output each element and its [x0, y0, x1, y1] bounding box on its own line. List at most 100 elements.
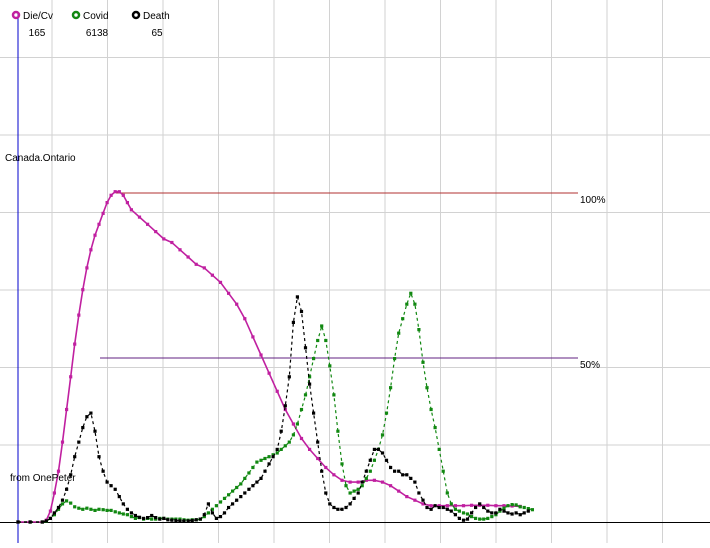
data-point — [214, 516, 218, 520]
series-layer — [16, 190, 534, 524]
data-point — [52, 491, 56, 495]
data-point — [235, 498, 239, 502]
data-point — [259, 458, 263, 462]
data-point — [518, 513, 522, 517]
data-point — [340, 462, 344, 466]
data-point — [312, 411, 316, 415]
data-point — [324, 338, 328, 343]
data-point — [69, 501, 73, 505]
data-point — [380, 433, 385, 437]
series-covid — [16, 291, 534, 524]
data-point — [397, 331, 401, 335]
data-point — [518, 505, 522, 509]
legend-item: Covid 6138 — [71, 10, 109, 39]
data-point — [470, 503, 474, 507]
data-point — [486, 509, 490, 513]
data-point — [231, 502, 235, 506]
data-point — [85, 266, 89, 270]
data-point — [101, 211, 105, 215]
data-point — [154, 230, 158, 234]
data-point — [461, 511, 466, 515]
data-point — [255, 480, 259, 484]
data-point — [445, 491, 449, 495]
data-point — [417, 491, 421, 495]
data-point — [299, 309, 304, 314]
data-point — [308, 382, 312, 386]
reference-lines: 100% 50% — [100, 192, 606, 371]
data-point — [421, 502, 425, 506]
data-point — [486, 503, 490, 507]
data-point — [299, 436, 304, 441]
series-death — [16, 295, 530, 524]
data-point — [44, 519, 48, 523]
data-point — [227, 505, 231, 510]
data-point — [506, 511, 510, 515]
data-point — [474, 505, 478, 510]
data-point — [279, 447, 283, 451]
data-point — [510, 512, 514, 516]
data-point — [121, 512, 125, 516]
legend-marker — [11, 10, 21, 20]
data-point — [437, 505, 441, 510]
data-point — [344, 484, 348, 488]
data-point — [389, 465, 393, 470]
data-point — [158, 517, 162, 521]
legend: Die/Cv 165 Covid 6138 Death 65 — [11, 10, 170, 39]
data-point — [275, 447, 279, 451]
data-point — [490, 515, 494, 519]
data-point — [356, 487, 360, 491]
data-point — [182, 519, 186, 523]
data-point — [514, 503, 518, 507]
data-point — [137, 515, 142, 519]
data-point — [150, 517, 154, 521]
data-point — [498, 509, 502, 513]
data-point — [393, 469, 397, 473]
data-point — [328, 502, 332, 506]
data-point — [352, 489, 356, 493]
data-point — [117, 495, 121, 499]
series-die-cv — [16, 190, 522, 524]
data-point — [48, 509, 52, 513]
data-point — [263, 456, 267, 461]
data-point — [186, 255, 190, 259]
data-point — [137, 215, 142, 219]
data-point — [316, 338, 320, 343]
data-point — [409, 291, 413, 295]
source-label: from OnePeter — [10, 473, 76, 484]
data-point — [48, 516, 52, 520]
series-line — [18, 291, 533, 523]
data-point — [129, 208, 133, 212]
data-point — [121, 193, 125, 197]
data-point — [89, 507, 93, 511]
data-point — [247, 471, 251, 475]
legend-value: 6138 — [86, 28, 109, 39]
data-point — [162, 516, 166, 520]
data-point — [506, 504, 510, 508]
data-point — [445, 504, 449, 508]
data-point — [360, 484, 364, 488]
data-point — [251, 335, 255, 339]
data-point — [259, 353, 263, 357]
data-point — [218, 515, 223, 519]
data-point — [453, 513, 457, 517]
data-point — [372, 458, 376, 462]
data-point — [85, 506, 89, 510]
data-point — [222, 496, 227, 500]
data-point — [93, 233, 97, 237]
data-point — [210, 273, 214, 277]
data-point — [105, 201, 109, 205]
data-point — [227, 493, 231, 497]
data-point — [81, 507, 85, 511]
data-point — [291, 433, 295, 437]
data-point — [413, 302, 417, 306]
data-point — [69, 375, 73, 379]
data-point — [117, 190, 121, 194]
data-point — [486, 516, 490, 520]
data-point — [81, 288, 85, 292]
data-point — [133, 513, 137, 518]
data-point — [247, 487, 251, 491]
data-point — [490, 511, 494, 515]
data-point — [389, 484, 393, 488]
data-point — [133, 516, 137, 520]
